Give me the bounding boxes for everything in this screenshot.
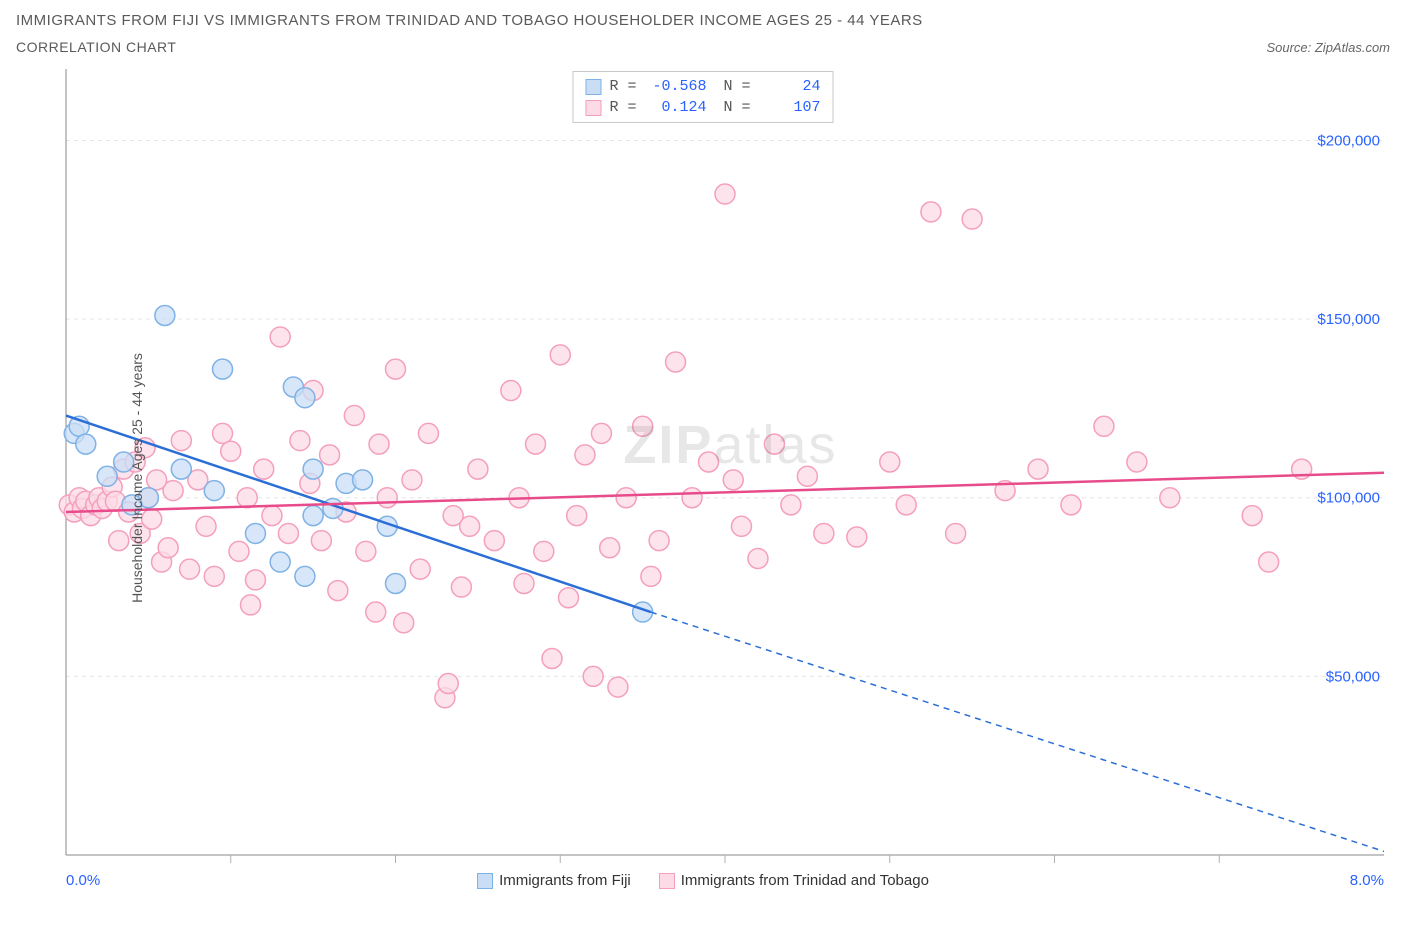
legend-label-fiji: Immigrants from Fiji [499,872,631,889]
n-label: N = [715,76,751,97]
svg-text:$150,000: $150,000 [1317,311,1380,328]
svg-text:$50,000: $50,000 [1326,668,1380,685]
r-value-tt: 0.124 [645,97,707,118]
subtitle-row: CORRELATION CHART Source: ZipAtlas.com [16,39,1390,55]
legend-item-fiji: Immigrants from Fiji [477,872,631,889]
scatter-chart: $50,000 $100,000 $150,000 $200,000 [16,63,1390,893]
svg-text:$200,000: $200,000 [1317,132,1380,149]
n-value-fiji: 24 [759,76,821,97]
legend-item-tt: Immigrants from Trinidad and Tobago [659,872,929,889]
y-axis-title: Householder Income Ages 25 - 44 years [129,353,145,603]
chart-title: IMMIGRANTS FROM FIJI VS IMMIGRANTS FROM … [16,12,1390,29]
bottom-legend: Immigrants from Fiji Immigrants from Tri… [16,872,1390,889]
svg-text:$100,000: $100,000 [1317,490,1380,507]
chart-container: $50,000 $100,000 $150,000 $200,000 Househol… [16,63,1390,893]
r-value-fiji: -0.568 [645,76,707,97]
legend-swatch-fiji [477,873,493,889]
legend-label-tt: Immigrants from Trinidad and Tobago [681,872,929,889]
correlation-stats-box: R = -0.568 N = 24 R = 0.124 N = 107 [572,71,833,123]
legend-swatch-tt [659,873,675,889]
stats-row-fiji: R = -0.568 N = 24 [585,76,820,97]
swatch-tt [585,100,601,116]
swatch-fiji [585,79,601,95]
n-value-tt: 107 [759,97,821,118]
stats-row-tt: R = 0.124 N = 107 [585,97,820,118]
chart-subtitle: CORRELATION CHART [16,39,176,55]
r-label: R = [609,76,636,97]
n-label: N = [715,97,751,118]
source-label: Source: ZipAtlas.com [1266,40,1390,55]
r-label: R = [609,97,636,118]
